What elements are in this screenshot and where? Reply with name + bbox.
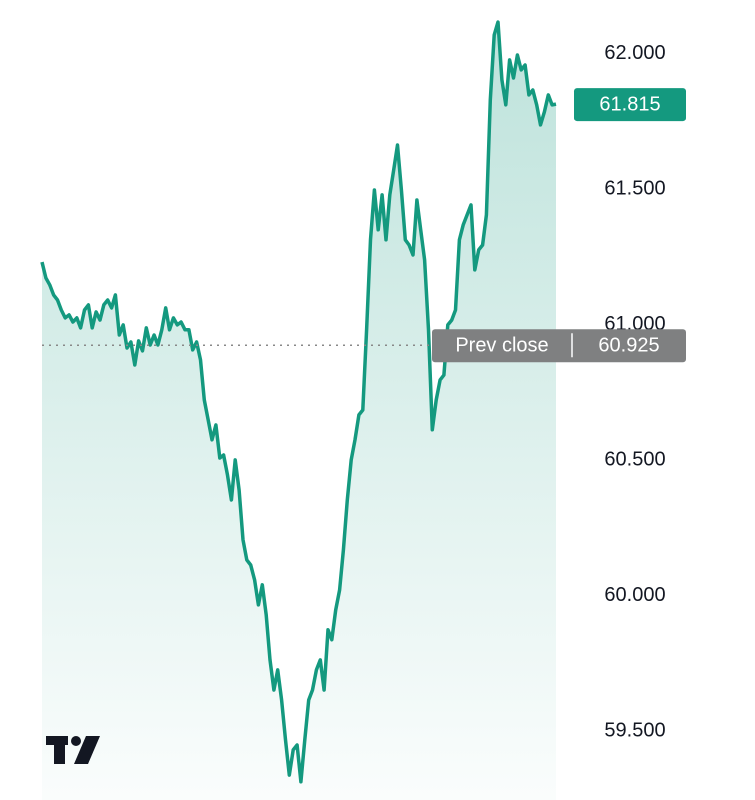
prev-close-value: 60.925	[598, 335, 659, 357]
line	[40, 20, 557, 784]
prev-close-box	[432, 329, 686, 363]
y-tick-label: 61.500	[604, 178, 665, 200]
prev-close-text: Prev close	[455, 335, 548, 357]
y-tick-label: 60.000	[604, 584, 665, 606]
last-price-box	[574, 88, 686, 122]
y-tick-label: 60.500	[604, 449, 665, 471]
logo	[46, 736, 100, 764]
y-tick-label: 62.000	[604, 42, 665, 64]
area	[42, 22, 556, 800]
y-tick-label: 59.500	[604, 720, 665, 742]
last-price-value: 61.815	[599, 93, 660, 115]
